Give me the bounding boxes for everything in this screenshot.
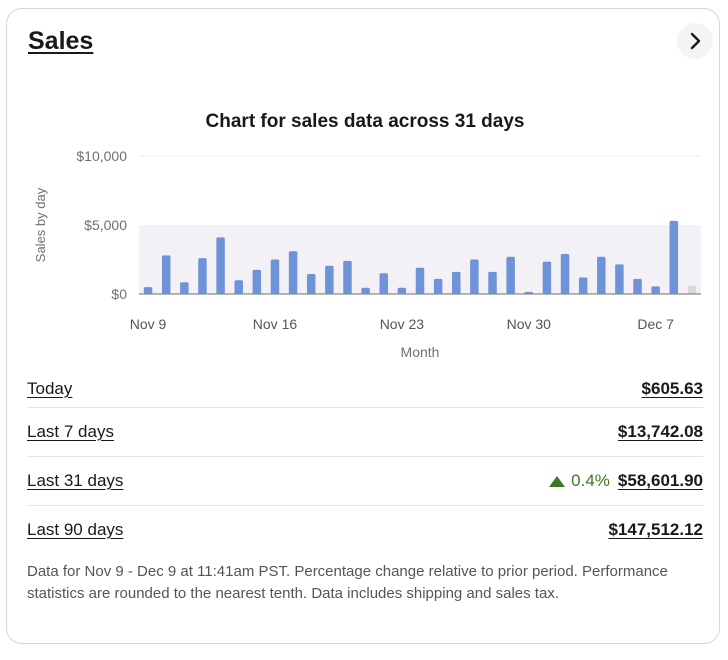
sales-card: Sales Chart for sales data across 31 day… — [6, 8, 720, 644]
chart-bar[interactable] — [651, 286, 660, 294]
chart-bar[interactable] — [506, 256, 515, 294]
chart-bar[interactable] — [361, 287, 370, 294]
chart-x-tick-label: Dec 7 — [637, 316, 674, 332]
chart-y-tick-label: $10,000 — [76, 148, 127, 164]
chart-bar[interactable] — [234, 280, 243, 294]
chart-bar[interactable] — [397, 287, 407, 294]
metric-value-link[interactable]: $605.63 — [641, 379, 703, 398]
chart-bar[interactable] — [415, 267, 425, 294]
chart-bar[interactable] — [488, 271, 497, 294]
metric-row: Last 90 days $147,512.12 — [27, 506, 703, 554]
chart-y-axis-label: Sales by day — [33, 187, 48, 262]
chart-bar[interactable] — [252, 269, 262, 294]
sales-title-link[interactable]: Sales — [28, 27, 94, 55]
chart-x-tick-label: Nov 16 — [253, 316, 298, 332]
chart-title: Chart for sales data across 31 days — [206, 111, 525, 132]
metric-value-link[interactable]: $58,601.90 — [617, 471, 703, 490]
chart-bar[interactable] — [597, 256, 606, 294]
chart-bar[interactable] — [270, 259, 280, 295]
metric-change-percent: 0.4% — [571, 471, 610, 490]
chart-bar[interactable] — [216, 237, 225, 294]
chart-bar[interactable] — [288, 251, 298, 294]
chart-x-axis-label: Month — [401, 344, 440, 360]
triangle-up-icon — [549, 475, 566, 487]
metric-right: 0.4% $58,601.90 — [549, 471, 703, 491]
metric-right: $605.63 — [642, 379, 703, 399]
footnote: Data for Nov 9 - Dec 9 at 11:41am PST. P… — [27, 563, 668, 602]
metric-row: Last 31 days 0.4% $58,601.90 — [27, 457, 703, 506]
chart-x-tick-label: Nov 30 — [507, 316, 552, 332]
expand-sales-button[interactable] — [677, 23, 713, 59]
metric-right: $13,742.08 — [618, 422, 703, 442]
sales-bar-chart: Chart for sales data across 31 days Sale… — [33, 111, 701, 360]
chart-y-tick-label: $0 — [111, 286, 127, 302]
metric-label-link[interactable]: Last 31 days — [27, 471, 124, 490]
chart-x-tick-label: Nov 23 — [380, 316, 425, 332]
chart-bar[interactable] — [325, 265, 334, 294]
chart-bar[interactable] — [306, 273, 316, 294]
chart-bar[interactable] — [143, 287, 153, 294]
chart-bar[interactable] — [452, 271, 461, 294]
chart-bar[interactable] — [198, 258, 207, 294]
metric-label-link[interactable]: Today — [27, 379, 73, 398]
sales-metrics-list: Today $605.63 Last 7 days $13,742.08 Last 31… — [27, 371, 703, 554]
metric-value-link[interactable]: $13,742.08 — [617, 422, 703, 441]
chart-bar[interactable] — [542, 261, 552, 294]
chart-bar[interactable] — [180, 282, 189, 294]
metric-label-link[interactable]: Last 7 days — [27, 422, 114, 441]
chart-bar[interactable] — [161, 255, 171, 294]
chart-bar[interactable] — [379, 273, 388, 294]
metric-change: 0.4% — [549, 471, 610, 491]
chart-bar[interactable] — [578, 277, 588, 294]
chart-bar[interactable] — [560, 253, 570, 294]
metric-right: $147,512.12 — [608, 520, 703, 540]
chart-y-tick-label: $5,000 — [84, 217, 127, 233]
metric-label-link[interactable]: Last 90 days — [27, 520, 124, 539]
chart-bar[interactable] — [669, 220, 679, 294]
chevron-right-icon — [690, 32, 701, 50]
chart-bar[interactable] — [433, 278, 443, 294]
metric-row: Last 7 days $13,742.08 — [27, 408, 703, 457]
chart-bar[interactable] — [687, 285, 697, 294]
chart-bar[interactable] — [343, 260, 352, 294]
chart-x-tick-label: Nov 9 — [130, 316, 167, 332]
metric-value-link[interactable]: $147,512.12 — [608, 520, 703, 539]
chart-bar[interactable] — [633, 278, 642, 294]
chart-bar[interactable] — [615, 264, 624, 294]
chart-bar[interactable] — [470, 259, 479, 295]
metric-row: Today $605.63 — [27, 371, 703, 408]
